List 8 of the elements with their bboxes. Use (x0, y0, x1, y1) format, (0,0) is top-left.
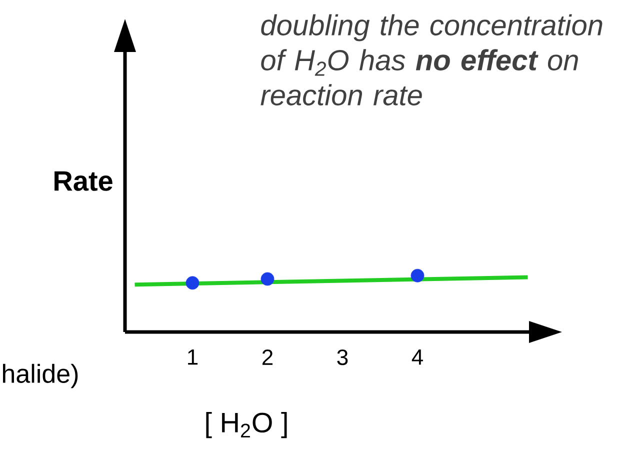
x-tick-label: 2 (262, 350, 273, 365)
text: doubling the concentration of H$_{2}$O has no effect on reaction rate (260, 14, 602, 106)
text: halide) (3, 364, 78, 388)
x-tick-label: 3 (337, 350, 348, 366)
x-tick-label: 4 (412, 350, 423, 365)
y-axis-title: Rate (54, 171, 112, 191)
x-tick-label: 1 (188, 350, 198, 365)
x-axis-title: [ H$_{2}$O ] (206, 412, 287, 438)
